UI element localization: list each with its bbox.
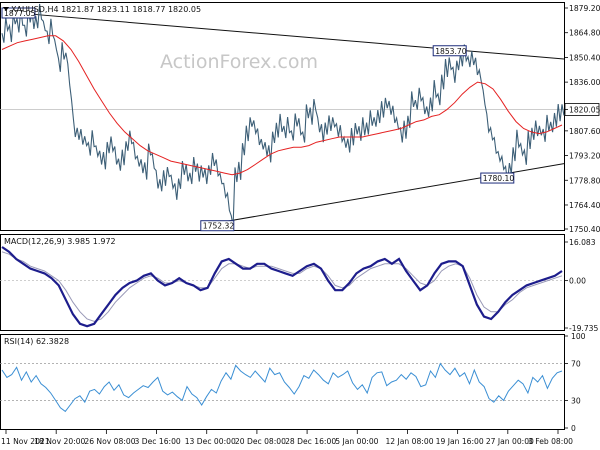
x-tick-label: 13 Dec 00:00 <box>185 437 236 446</box>
upper-trendline <box>1 11 565 60</box>
macd-y-tick-label: -19.735 <box>569 324 598 333</box>
price-y-tick-label: 1750.40 <box>569 225 600 234</box>
price-annotation-box <box>480 172 515 184</box>
macd-line <box>1 246 563 328</box>
price-y-tick-label: 1879.20 <box>569 4 600 13</box>
macd-layer <box>0 246 564 328</box>
macd-y-tick-label: 16.083 <box>569 238 596 247</box>
price-annotation-box <box>432 45 467 57</box>
symbol-marker-icon <box>3 7 9 11</box>
moving-average-line <box>1 35 563 176</box>
rsi-y-tick-label: 0 <box>571 424 576 433</box>
x-tick-label: 3 Dec 16:00 <box>135 437 181 446</box>
price-annotation-box <box>1 7 36 19</box>
price-layer: 1877.05 1853.70 1752.32 1780.10 <box>0 3 600 232</box>
price-y-tick-label: 1778.80 <box>569 176 600 185</box>
x-tick-label: 12 Jan 08:00 <box>385 437 433 446</box>
x-tick-label: 5 Jan 00:00 <box>335 437 378 446</box>
axis-layer: 1879.20 1864.80 1850.40 1836.00 1820.05 1807.… <box>1 4 600 446</box>
x-tick-label: 28 Dec 16:00 <box>285 437 336 446</box>
price-annotation-label: 1780.10 <box>483 174 515 183</box>
x-tick-label: 26 Nov 08:00 <box>84 437 135 446</box>
x-tick-label: 3 Feb 08:00 <box>528 437 573 446</box>
price-y-tick-label: 1764.40 <box>569 201 600 210</box>
price-y-tick-label: 1864.80 <box>569 29 600 38</box>
symbol-header: XAUUSD,H4 1821.87 1823.11 1818.77 1820.0… <box>11 5 201 14</box>
price-panel <box>0 2 565 231</box>
price-annotation-label: 1752.32 <box>203 222 235 231</box>
price-y-tick-label: 1807.60 <box>569 127 600 136</box>
x-tick-label: 27 Jan 00:00 <box>486 437 534 446</box>
macd-panel <box>0 234 565 331</box>
x-tick-label: 11 Nov 2021 <box>1 437 50 446</box>
rsi-y-tick-label: 70 <box>571 360 581 369</box>
watermark: ActionForex.com <box>160 51 318 73</box>
price-y-tick-label: 1820.05 <box>569 105 600 114</box>
x-tick-label: 20 Dec 08:00 <box>235 437 286 446</box>
price-annotation-label: 1853.70 <box>435 47 467 56</box>
rsi-layer <box>0 362 564 413</box>
x-tick-label: 18 Nov 20:00 <box>34 437 85 446</box>
macd-header: MACD(12,26,9) 3.985 1.972 <box>4 237 116 246</box>
price-y-tick-label: 1793.20 <box>569 152 600 161</box>
price-annotation-box <box>200 220 235 232</box>
macd-y-tick-label: 0.00 <box>569 277 586 286</box>
rsi-line <box>1 362 563 413</box>
price-annotation-label: 1877.05 <box>4 9 36 18</box>
price-series <box>1 3 565 227</box>
price-y-tick-label: 1836.00 <box>569 78 600 87</box>
x-tick-label: 19 Jan 16:00 <box>436 437 484 446</box>
price-y-tick-label: 1850.40 <box>569 53 600 62</box>
rsi-y-tick-label: 30 <box>571 396 581 405</box>
rsi-header: RSI(14) 62.3828 <box>4 337 69 346</box>
rsi-y-tick-label: 100 <box>571 332 586 341</box>
